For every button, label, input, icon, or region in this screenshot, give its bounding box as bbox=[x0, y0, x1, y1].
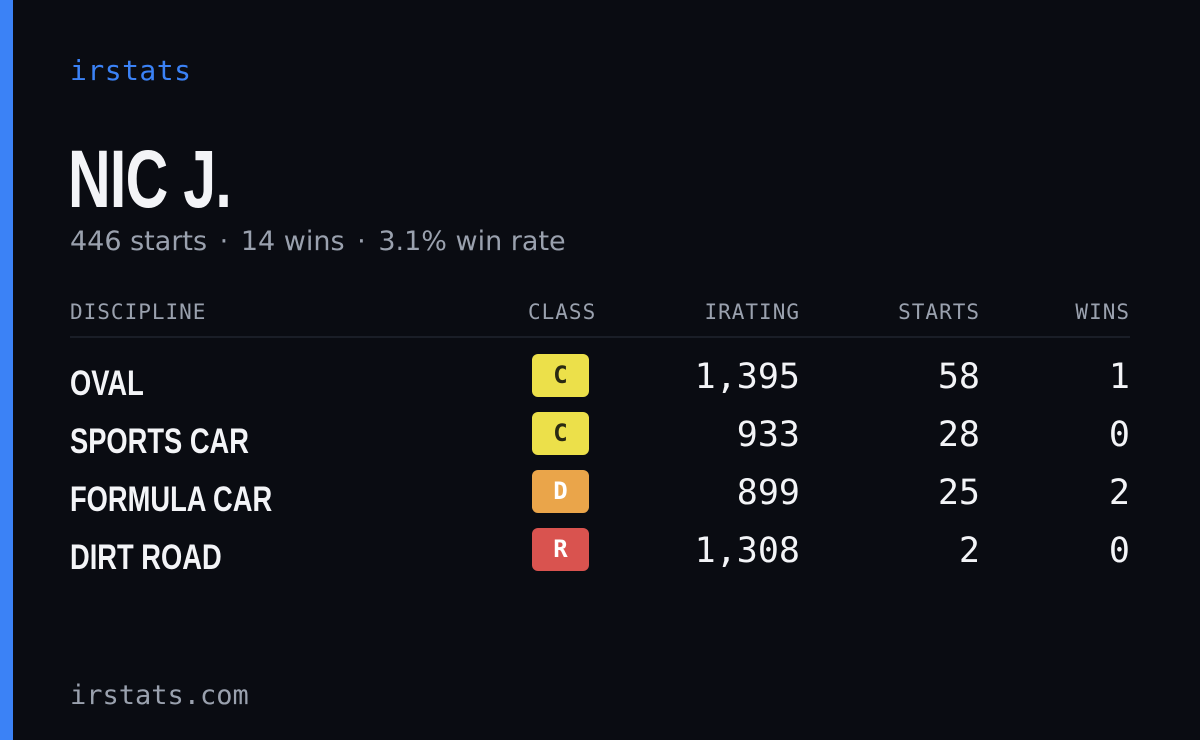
starts-value: 25 bbox=[937, 473, 980, 513]
wins-value: 2 bbox=[1108, 473, 1130, 513]
class-badge: C bbox=[532, 354, 589, 397]
wins-value: 0 bbox=[1108, 415, 1130, 455]
discipline-name: DIRT ROAD bbox=[70, 538, 222, 577]
discipline-name: SPORTS CAR bbox=[70, 422, 249, 461]
class-badge: D bbox=[532, 470, 589, 513]
header-starts: STARTS bbox=[898, 300, 980, 324]
driver-name: NIC J. bbox=[68, 134, 232, 225]
brand-logo[interactable]: irstats bbox=[70, 54, 192, 87]
class-badge: C bbox=[532, 412, 589, 455]
table-row: FORMULA CAR D 899 25 2 bbox=[70, 470, 1130, 528]
header-class: CLASS bbox=[528, 300, 597, 324]
discipline-name: OVAL bbox=[70, 364, 144, 403]
accent-bar bbox=[0, 0, 13, 740]
wins-value: 0 bbox=[1108, 531, 1130, 571]
table-row: DIRT ROAD R 1,308 2 0 bbox=[70, 528, 1130, 586]
separator: · bbox=[357, 226, 366, 257]
table-row: OVAL C 1,395 58 1 bbox=[70, 354, 1130, 412]
irating-value: 1,308 bbox=[694, 531, 800, 571]
discipline-name: FORMULA CAR bbox=[70, 480, 273, 519]
starts-value: 28 bbox=[937, 415, 980, 455]
irating-value: 933 bbox=[736, 415, 800, 455]
wins-total: 14 wins bbox=[240, 226, 345, 257]
driver-summary: 446 starts · 14 wins · 3.1% win rate bbox=[70, 226, 566, 257]
irating-value: 1,395 bbox=[694, 357, 800, 397]
separator: · bbox=[219, 226, 229, 257]
header-irating: IRATING bbox=[704, 300, 800, 324]
stats-table: DISCIPLINE CLASS IRATING STARTS WINS OVA… bbox=[70, 296, 1130, 577]
starts-value: 58 bbox=[937, 357, 980, 397]
table-header: DISCIPLINE CLASS IRATING STARTS WINS bbox=[70, 296, 1130, 338]
win-rate: 3.1% win rate bbox=[378, 226, 566, 257]
header-wins: WINS bbox=[1075, 300, 1130, 324]
class-badge: R bbox=[532, 528, 589, 571]
wins-value: 1 bbox=[1108, 357, 1130, 397]
header-discipline: DISCIPLINE bbox=[70, 300, 207, 324]
table-row: SPORTS CAR C 933 28 0 bbox=[70, 412, 1130, 470]
starts-total: 446 starts bbox=[70, 226, 208, 257]
footer-url[interactable]: irstats.com bbox=[70, 680, 249, 711]
irating-value: 899 bbox=[736, 473, 800, 513]
starts-value: 2 bbox=[958, 531, 980, 571]
